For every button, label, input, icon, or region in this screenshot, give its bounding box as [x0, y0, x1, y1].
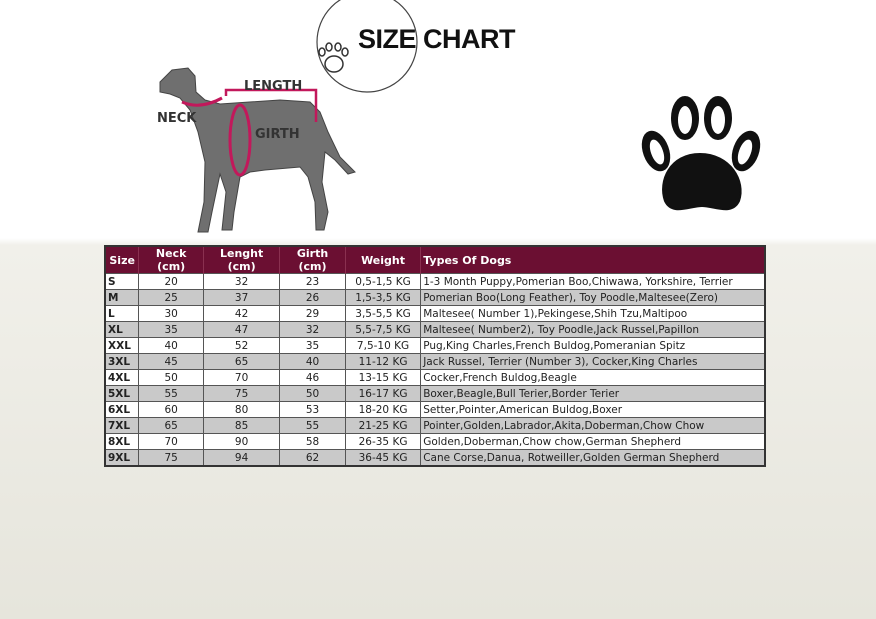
table-cell: 20 — [138, 273, 205, 290]
table-cell: 5XL — [104, 385, 140, 402]
table-cell: 80 — [203, 401, 281, 418]
table-cell: 52 — [203, 337, 281, 354]
table-header-row: Size Neck (cm) Lenght (cm) Girth (cm) Weight… — [105, 246, 766, 274]
table-row: XXL 40 52 35 7,5-10 KG Pug,King Charles,Frenc… — [104, 337, 766, 354]
table-cell: 36-45 KG — [344, 449, 422, 467]
table-cell: 18-20 KG — [344, 401, 422, 418]
table-cell: 50 — [138, 369, 205, 386]
table-row: S 20 32 23 0,5-1,5 KG 1-3 Month Puppy,Pomeria… — [104, 273, 766, 290]
table-cell: 1,5-3,5 KG — [344, 289, 422, 306]
table-cell: 7XL — [104, 417, 140, 434]
table-cell: 45 — [138, 353, 205, 370]
table-cell: 21-25 KG — [344, 417, 422, 434]
table-cell: 65 — [138, 417, 205, 434]
table-cell: 75 — [138, 449, 205, 467]
table-cell: 50 — [279, 385, 346, 402]
column-header: Lenght (cm) — [203, 246, 281, 274]
table-cell: 3,5-5,5 KG — [344, 305, 422, 322]
table-cell: 94 — [203, 449, 281, 467]
neck-label: NECK — [157, 111, 197, 126]
table-cell: S — [104, 273, 140, 290]
table-cell: 3XL — [104, 353, 140, 370]
table-cell: XL — [104, 321, 140, 338]
table-cell: 40 — [138, 337, 205, 354]
table-cell: 35 — [279, 337, 346, 354]
table-cell: 46 — [279, 369, 346, 386]
table-cell: Setter,Pointer,American Buldog,Boxer — [420, 401, 766, 418]
table-row: XL 35 47 32 5,5-7,5 KG Maltesee( Number2), To… — [104, 321, 766, 338]
table-row: 3XL 45 65 40 11-12 KG Jack Russel, Terrier (N… — [104, 353, 766, 370]
table-cell: 13-15 KG — [344, 369, 422, 386]
table-cell: XXL — [104, 337, 140, 354]
table-cell: 65 — [203, 353, 281, 370]
table-cell: Cocker,French Buldog,Beagle — [420, 369, 766, 386]
table-cell: 11-12 KG — [344, 353, 422, 370]
table-cell: Golden,Doberman,Chow chow,German Shepher… — [420, 433, 766, 450]
table-cell: Pomerian Boo(Long Feather), Toy Poodle,M… — [420, 289, 766, 306]
table-cell: 70 — [203, 369, 281, 386]
table-row: M 25 37 26 1,5-3,5 KG Pomerian Boo(Long Feath… — [104, 289, 766, 306]
table-cell: 8XL — [104, 433, 140, 450]
table-cell: 55 — [279, 417, 346, 434]
size-chart-table: Size Neck (cm) Lenght (cm) Girth (cm) Weight… — [104, 245, 766, 467]
paw-print-icon — [641, 96, 761, 211]
table-cell: 75 — [203, 385, 281, 402]
column-header: Weight — [345, 246, 422, 274]
table-cell: 32 — [203, 273, 281, 290]
table-cell: M — [104, 289, 140, 306]
table-cell: 35 — [138, 321, 205, 338]
table-cell: 60 — [138, 401, 205, 418]
table-cell: L — [104, 305, 140, 322]
column-header: Girth (cm) — [279, 246, 346, 274]
table-cell: 90 — [203, 433, 281, 450]
length-label: LENGTH — [244, 79, 303, 94]
table-row: 8XL 70 90 58 26-35 KG Golden,Doberman,Chow ch… — [104, 433, 766, 450]
page-title: SIZE CHART — [358, 24, 516, 54]
dog-measurement-diagram — [159, 67, 356, 233]
table-cell: 9XL — [104, 449, 140, 467]
table-cell: 26 — [279, 289, 346, 306]
table-cell: 25 — [138, 289, 205, 306]
table-cell: 53 — [279, 401, 346, 418]
table-cell: 70 — [138, 433, 205, 450]
table-cell: 16-17 KG — [344, 385, 422, 402]
table-cell: 55 — [138, 385, 205, 402]
column-header: Size — [105, 246, 140, 274]
table-cell: 47 — [203, 321, 281, 338]
table-cell: Maltesee( Number2), Toy Poodle,Jack Russ… — [420, 321, 766, 338]
table-cell: 32 — [279, 321, 346, 338]
column-header: Types Of Dogs — [420, 246, 766, 274]
column-header: Neck (cm) — [138, 246, 205, 274]
table-cell: 23 — [279, 273, 346, 290]
table-cell: 26-35 KG — [344, 433, 422, 450]
table-cell: Pointer,Golden,Labrador,Akita,Doberman,C… — [420, 417, 766, 434]
table-row: 4XL 50 70 46 13-15 KG Cocker,French Buldog,Be… — [104, 369, 766, 386]
table-cell: Cane Corse,Danua, Rotweiller,Golden Germ… — [420, 449, 766, 467]
table-cell: 40 — [279, 353, 346, 370]
table-cell: 42 — [203, 305, 281, 322]
table-cell: 37 — [203, 289, 281, 306]
table-row: 9XL 75 94 62 36-45 KG Cane Corse,Danua, Rotwe… — [104, 449, 766, 467]
table-row: 7XL 65 85 55 21-25 KG Pointer,Golden,Labrador… — [104, 417, 766, 434]
table-cell: Maltesee( Number 1),Pekingese,Shih Tzu,M… — [420, 305, 766, 322]
table-cell: Jack Russel, Terrier (Number 3), Cocker,… — [420, 353, 766, 370]
table-cell: 62 — [279, 449, 346, 467]
table-row: L 30 42 29 3,5-5,5 KG Maltesee( Number 1),Pek… — [104, 305, 766, 322]
table-cell: 58 — [279, 433, 346, 450]
table-cell: 30 — [138, 305, 205, 322]
table-cell: 29 — [279, 305, 346, 322]
table-cell: 85 — [203, 417, 281, 434]
table-cell: 4XL — [104, 369, 140, 386]
table-row: 6XL 60 80 53 18-20 KG Setter,Pointer,American… — [104, 401, 766, 418]
table-cell: 0,5-1,5 KG — [344, 273, 422, 290]
table-cell: Boxer,Beagle,Bull Terier,Border Terier — [420, 385, 766, 402]
table-cell: 7,5-10 KG — [344, 337, 422, 354]
paw-circle-logo — [316, 0, 418, 93]
girth-label: GIRTH — [255, 127, 300, 142]
table-cell: 5,5-7,5 KG — [344, 321, 422, 338]
table-cell: 6XL — [104, 401, 140, 418]
table-cell: 1-3 Month Puppy,Pomerian Boo,Chiwawa, Yo… — [420, 273, 766, 290]
table-cell: Pug,King Charles,French Buldog,Pomerania… — [420, 337, 766, 354]
table-row: 5XL 55 75 50 16-17 KG Boxer,Beagle,Bull Terie… — [104, 385, 766, 402]
